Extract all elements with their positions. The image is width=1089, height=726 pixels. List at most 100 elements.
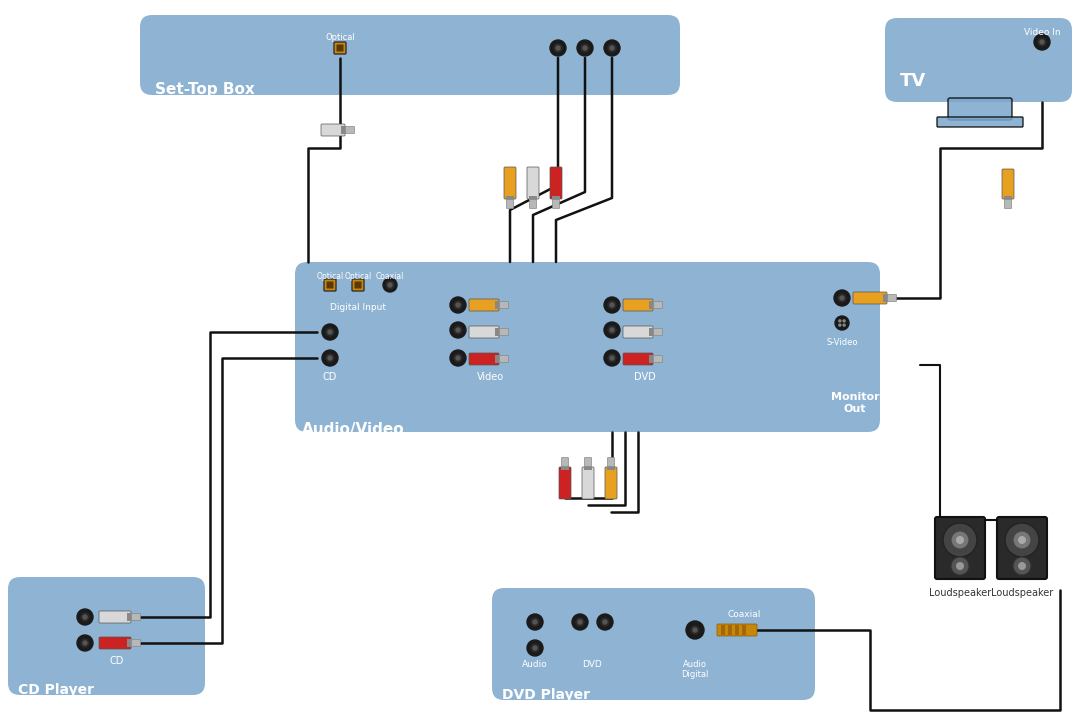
Bar	[495, 328, 500, 336]
FancyBboxPatch shape	[623, 353, 653, 365]
Circle shape	[383, 278, 397, 292]
Bar	[607, 466, 615, 470]
Text: Optical: Optical	[344, 272, 371, 281]
FancyBboxPatch shape	[550, 167, 562, 199]
Circle shape	[608, 301, 616, 309]
Circle shape	[834, 290, 851, 306]
FancyBboxPatch shape	[506, 200, 514, 208]
Circle shape	[604, 322, 620, 338]
FancyBboxPatch shape	[325, 279, 337, 291]
FancyBboxPatch shape	[527, 167, 539, 199]
Bar	[127, 613, 132, 621]
FancyBboxPatch shape	[500, 301, 509, 309]
FancyBboxPatch shape	[352, 279, 364, 291]
Bar	[495, 301, 500, 309]
FancyBboxPatch shape	[582, 467, 594, 499]
Circle shape	[454, 301, 462, 309]
Bar	[742, 625, 746, 635]
Circle shape	[839, 294, 846, 302]
Circle shape	[597, 614, 613, 630]
Bar	[495, 355, 500, 363]
Circle shape	[77, 635, 93, 651]
Circle shape	[1018, 536, 1026, 544]
FancyBboxPatch shape	[469, 326, 499, 338]
Circle shape	[608, 44, 616, 52]
Circle shape	[601, 618, 609, 626]
FancyBboxPatch shape	[653, 328, 662, 335]
Circle shape	[328, 330, 332, 334]
Circle shape	[604, 297, 620, 313]
Circle shape	[556, 46, 560, 50]
Circle shape	[533, 620, 537, 624]
Circle shape	[610, 356, 614, 360]
Circle shape	[1018, 562, 1026, 570]
Text: Loudspeaker: Loudspeaker	[929, 588, 991, 598]
Circle shape	[843, 320, 845, 322]
FancyBboxPatch shape	[998, 517, 1047, 579]
Circle shape	[583, 46, 587, 50]
Circle shape	[608, 326, 616, 334]
FancyBboxPatch shape	[337, 44, 343, 52]
FancyBboxPatch shape	[1004, 200, 1012, 208]
Circle shape	[608, 354, 616, 362]
Circle shape	[839, 320, 841, 322]
Circle shape	[533, 646, 537, 650]
Circle shape	[572, 614, 588, 630]
Text: S-Video: S-Video	[827, 338, 858, 347]
Circle shape	[450, 322, 466, 338]
Text: Video In: Video In	[1024, 28, 1061, 37]
Text: TV: TV	[900, 72, 927, 90]
Circle shape	[328, 356, 332, 360]
Circle shape	[456, 328, 460, 332]
FancyBboxPatch shape	[585, 457, 591, 467]
FancyBboxPatch shape	[1002, 169, 1014, 199]
Circle shape	[77, 609, 93, 625]
Bar	[584, 466, 592, 470]
Circle shape	[388, 283, 392, 287]
Text: Audio
Digital: Audio Digital	[682, 660, 709, 680]
FancyBboxPatch shape	[623, 299, 653, 311]
Bar	[735, 625, 739, 635]
Text: Optical: Optical	[326, 33, 355, 42]
FancyBboxPatch shape	[608, 457, 614, 467]
FancyBboxPatch shape	[853, 292, 888, 304]
FancyBboxPatch shape	[469, 353, 499, 365]
Circle shape	[577, 40, 594, 56]
FancyBboxPatch shape	[500, 328, 509, 335]
FancyBboxPatch shape	[492, 588, 815, 700]
Circle shape	[450, 350, 466, 366]
Bar	[529, 196, 537, 200]
Bar	[1004, 196, 1012, 200]
Circle shape	[610, 46, 614, 50]
Circle shape	[578, 620, 582, 624]
FancyBboxPatch shape	[345, 126, 355, 134]
Text: Set-Top Box: Set-Top Box	[155, 82, 255, 97]
FancyBboxPatch shape	[949, 98, 1012, 120]
FancyBboxPatch shape	[888, 295, 896, 301]
Bar	[883, 294, 888, 302]
FancyBboxPatch shape	[937, 117, 1023, 127]
Circle shape	[527, 640, 543, 656]
Circle shape	[1038, 38, 1047, 46]
Text: Digital Input: Digital Input	[330, 303, 386, 312]
Circle shape	[1033, 34, 1050, 50]
FancyBboxPatch shape	[935, 517, 984, 579]
Bar	[552, 196, 560, 200]
Circle shape	[610, 303, 614, 307]
Circle shape	[835, 316, 849, 330]
Bar	[649, 355, 654, 363]
Circle shape	[456, 356, 460, 360]
Text: CD Player: CD Player	[19, 683, 94, 697]
Text: DVD: DVD	[634, 372, 656, 382]
Text: DVD: DVD	[583, 660, 602, 669]
Circle shape	[840, 296, 844, 300]
Circle shape	[1013, 557, 1031, 575]
Circle shape	[81, 613, 89, 621]
Text: Coaxial: Coaxial	[376, 272, 404, 281]
Text: Loudspeaker: Loudspeaker	[991, 588, 1053, 598]
Text: Video: Video	[477, 372, 503, 382]
Text: CD: CD	[110, 656, 124, 666]
Circle shape	[83, 615, 87, 619]
Circle shape	[531, 618, 539, 626]
Bar	[649, 301, 654, 309]
